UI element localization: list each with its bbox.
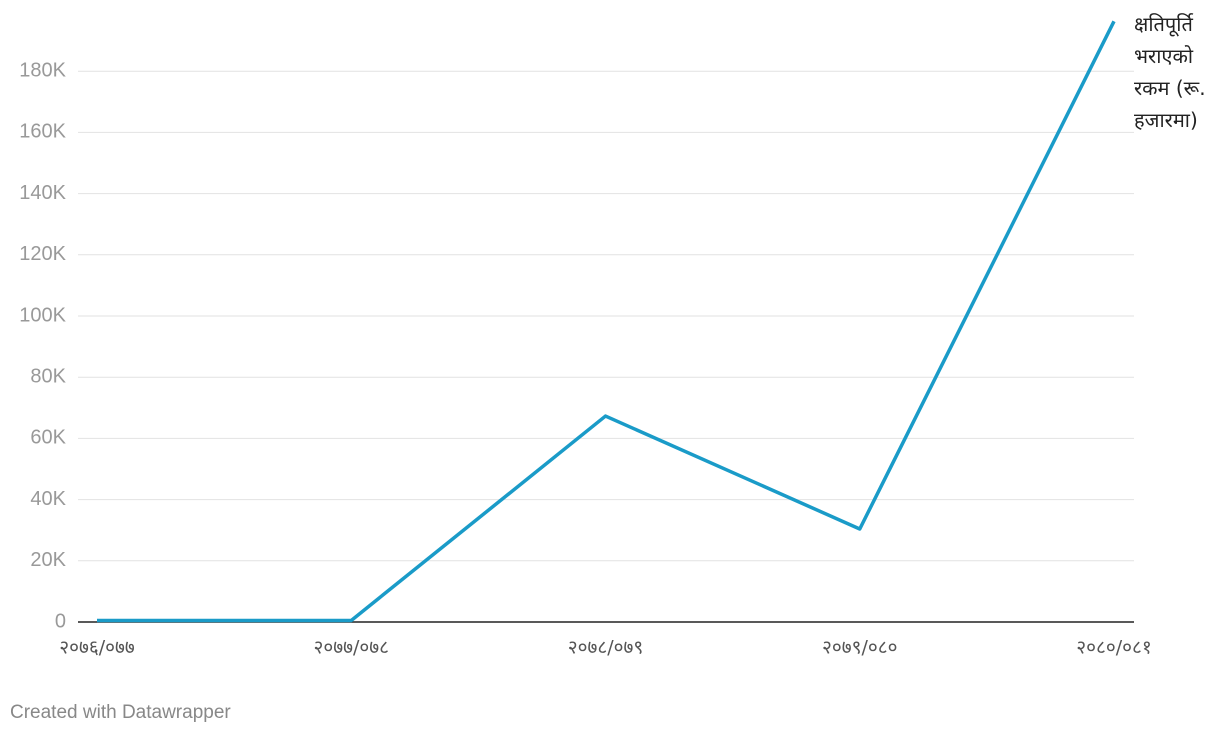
y-tick-label: 80K bbox=[30, 365, 66, 387]
line bbox=[97, 20, 1116, 623]
y-tick-label: 100K bbox=[19, 304, 66, 326]
footer: Created with Datawrapper bbox=[10, 702, 231, 723]
y-tick-label: 180K bbox=[19, 59, 66, 81]
y-tick-label: 40K bbox=[30, 488, 66, 510]
y-tick-label: 140K bbox=[19, 182, 66, 204]
chart: 0 20K 40K 60K 80K 100K 120K 140K 160K 180K २०७६/०७… bbox=[19, 20, 1152, 659]
x-tick-label: २०७७/०७८ bbox=[313, 637, 389, 659]
y-tick-label: 60K bbox=[30, 427, 66, 449]
x-tick-label: २०७९/०८० bbox=[822, 637, 898, 659]
y-tick-label: 120K bbox=[19, 243, 66, 265]
y-tick-label: 20K bbox=[30, 549, 66, 571]
x-tick-label: २०७६/०७७ bbox=[59, 637, 135, 659]
x-tick-label: २०८०/०८१ bbox=[1076, 637, 1152, 659]
x-tick-label: २०७८/०७९ bbox=[568, 637, 644, 659]
series-label: क्षतिपूर्ति भराएको रकम (रू. हजारमा) bbox=[1134, 12, 1206, 132]
y-tick-label: 160K bbox=[19, 121, 66, 143]
y-tick-label: 0 bbox=[55, 610, 66, 632]
